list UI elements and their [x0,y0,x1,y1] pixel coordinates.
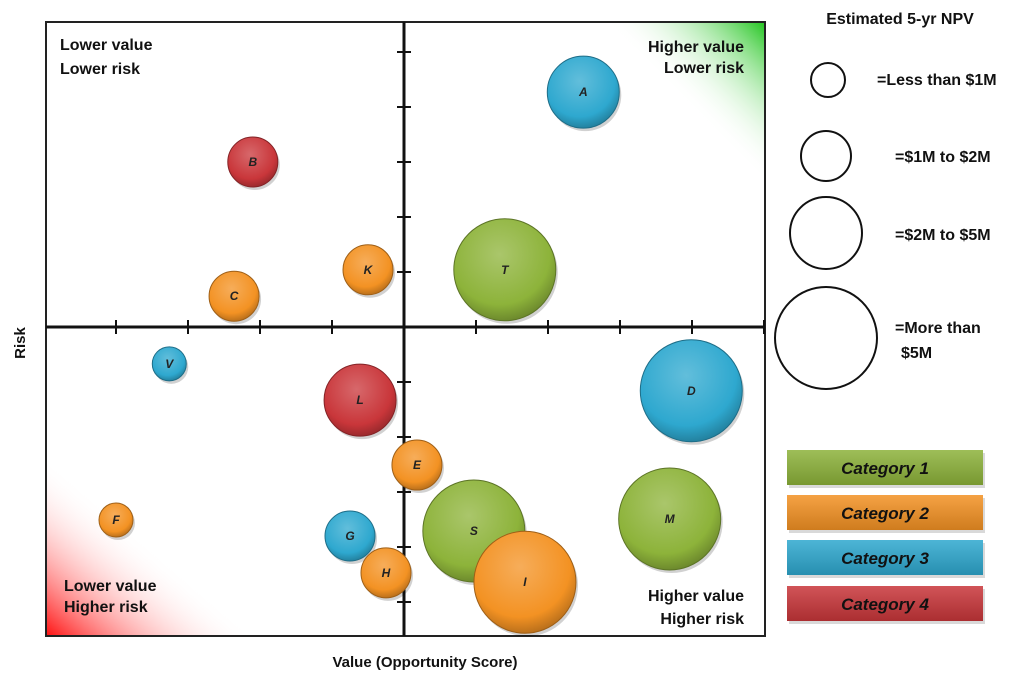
bubble-V[interactable]: V [151,346,189,384]
quadrant-label-br-2: Higher risk [660,611,744,628]
bubble-label: E [413,458,422,472]
bubble-C[interactable]: C [208,270,262,325]
bubble-L[interactable]: L [323,363,399,440]
category-label: Category 1 [841,459,929,478]
bubble-G[interactable]: G [324,510,377,564]
red-corner-gradient [46,456,256,636]
category-label: Category 4 [841,595,929,614]
y-axis-label: Risk [12,327,29,359]
category-legend-item-4: Category 4 [787,586,985,624]
size-legend-label: =More than [895,320,981,337]
bubble-label: D [687,384,696,398]
bubble-circle [360,547,412,599]
bubble-label: I [523,575,527,589]
size-legend-label: =$2M to $5M [895,227,991,244]
bubble-label: K [364,263,374,277]
bubble-circle [342,244,394,296]
bubble-label: F [112,513,120,527]
bubble-label: H [382,566,391,580]
bubble-circle [453,218,557,322]
bubble-label: T [501,263,510,277]
bubble-circle [639,339,743,443]
quadrant-label-tl-1: Lower value [60,37,153,54]
bubble-E[interactable]: E [391,439,444,494]
category-legend-item-1: Category 1 [787,450,985,488]
bubble-K[interactable]: K [342,244,395,298]
category-legend-item-2: Category 2 [787,495,985,533]
quadrant-label-bl-1: Lower value [64,578,157,595]
bubble-label: L [356,393,363,407]
x-axis-label: Value (Opportunity Score) [332,654,517,671]
size-legend-label: =$1M to $2M [895,149,991,166]
bubble-M[interactable]: M [618,467,723,573]
category-label: Category 2 [841,504,929,523]
size-legend-circle [810,62,846,98]
quadrant-label-tr-2: Lower risk [664,60,744,77]
bubble-H[interactable]: H [360,547,413,601]
category-swatch [787,495,983,530]
category-swatch [787,540,983,575]
size-legend-circle [789,196,863,270]
bubble-T[interactable]: T [453,218,558,324]
bubble-circle [473,530,577,634]
bubble-A[interactable]: A [546,55,622,132]
size-legend-circle [800,130,852,182]
bubble-label: C [230,289,239,303]
bubble-I[interactable]: I [473,530,578,637]
quadrant-label-br-1: Higher value [648,588,744,605]
category-swatch [787,450,983,485]
quadrant-label-bl-2: Higher risk [64,599,148,616]
bubble-B[interactable]: B [227,136,280,190]
bubble-label: S [470,524,478,538]
bubble-F[interactable]: F [98,502,135,541]
size-legend-circle [774,286,878,390]
bubble-circle [323,363,397,437]
bubble-circle [618,467,722,571]
bubble-circle [391,439,443,491]
bubble-circle [324,510,376,562]
size-legend-title: Estimated 5-yr NPV [826,11,974,28]
category-swatch [787,586,983,621]
category-label: Category 3 [841,549,929,568]
size-legend-label: =Less than $1M [877,72,997,89]
category-legend-item-3: Category 3 [787,540,985,578]
bubble-D[interactable]: D [639,339,745,445]
bubble-circle [208,270,260,322]
size-legend-label: $5M [901,345,932,362]
bubble-circle [151,346,187,382]
bubble-circle [98,502,134,538]
bubble-label: A [578,85,588,99]
bubble-label: B [248,155,257,169]
bubble-circle [227,136,279,188]
bubble-label: M [665,512,676,526]
bubble-circle [546,55,620,129]
quadrant-label-tr-1: Higher value [648,39,744,56]
quadrant-label-tl-2: Lower risk [60,61,140,78]
green-corner-gradient [586,22,765,202]
bubble-label: V [165,357,174,371]
bubble-label: G [345,529,354,543]
